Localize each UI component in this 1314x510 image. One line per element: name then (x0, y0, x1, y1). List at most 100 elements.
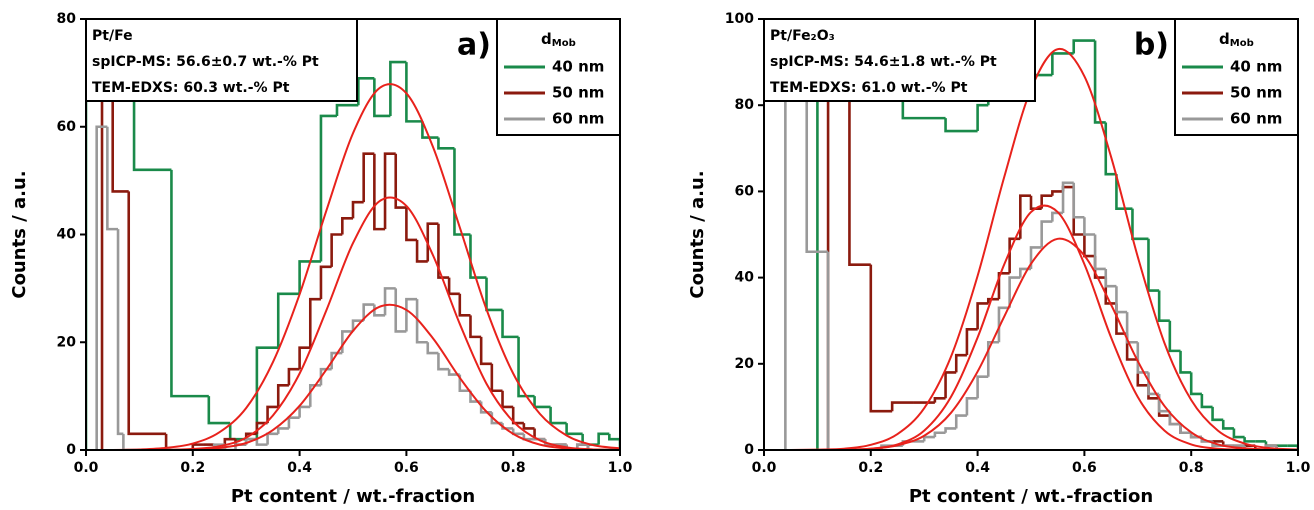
histogram-step (933, 431, 946, 438)
y-tick-label: 40 (735, 270, 755, 286)
histogram-step (453, 148, 471, 236)
histogram-step (276, 427, 289, 434)
histogram-step (276, 384, 289, 407)
histogram-step (922, 435, 935, 442)
x-axis-label: Pt content / wt.-fraction (909, 486, 1153, 507)
x-tick-label: 0.6 (394, 460, 419, 476)
histogram-step (1061, 185, 1074, 192)
histogram-step (976, 302, 989, 330)
histogram-step (944, 427, 957, 433)
histogram-step (1243, 445, 1256, 450)
histogram-step (373, 304, 386, 317)
legend-label: 40 nm (552, 58, 604, 76)
histogram-step (965, 328, 978, 356)
histogram-step (816, 19, 819, 450)
histogram-step (1179, 350, 1192, 374)
histogram-step (933, 396, 946, 403)
annotation-box (85, 18, 358, 102)
legend-box (496, 18, 621, 136)
histogram-step (1115, 286, 1128, 314)
histogram-step (511, 406, 524, 425)
histogram-step (826, 251, 871, 450)
legend-title-main: d (1219, 30, 1230, 48)
histogram-step (1093, 40, 1106, 124)
histogram-step (1083, 234, 1096, 258)
annotation-text: Pt/Fe₂O₃ (770, 28, 835, 44)
y-tick-label: 100 (725, 11, 754, 27)
histogram-step (469, 315, 482, 339)
histogram-step (287, 416, 300, 429)
y-axis-label: Counts / a.u. (687, 170, 708, 298)
histogram-step (1104, 277, 1117, 305)
histogram-step (997, 306, 1010, 343)
x-tick-label: 0.8 (501, 460, 526, 476)
histogram-step (965, 396, 978, 416)
histogram-step (1029, 195, 1042, 210)
annotation-text: spICP-MS: 56.6±0.7 wt.-% Pt (92, 54, 319, 70)
histogram-step (389, 60, 407, 116)
x-tick-label: 0.0 (752, 460, 777, 476)
histogram-step (298, 405, 311, 418)
histogram-step (255, 439, 268, 446)
histogram-step (565, 423, 583, 436)
annotation-text: TEM-EDXS: 60.3 wt.-% Pt (92, 80, 290, 96)
histogram-step (426, 342, 439, 355)
histogram-step (357, 76, 375, 106)
histogram-step (608, 433, 620, 450)
x-tick-label: 0.4 (287, 460, 312, 476)
histogram-step (501, 390, 514, 409)
histogram-step (490, 363, 503, 393)
histogram-step (1131, 208, 1149, 241)
histogram-step (405, 207, 418, 242)
histogram-step (890, 401, 914, 412)
histogram-step (373, 153, 386, 231)
x-tick-label: 0.6 (1072, 460, 1097, 476)
plot-area (86, 19, 620, 450)
histogram-step (1061, 181, 1074, 213)
legend-label: 60 nm (1230, 110, 1282, 128)
histogram-step (517, 336, 535, 398)
fit-curve (86, 83, 620, 450)
histogram-step (394, 153, 407, 209)
histogram-step (1136, 342, 1149, 374)
histogram-step (784, 19, 807, 450)
histogram-step (597, 432, 610, 445)
histogram-step (1232, 428, 1245, 439)
histogram-step (1211, 406, 1224, 422)
y-tick-label: 80 (735, 97, 755, 113)
legend-box (1174, 18, 1299, 136)
y-tick-label: 60 (735, 183, 755, 199)
histogram-step (533, 396, 551, 409)
histogram-step (437, 223, 450, 279)
histogram-step (1072, 39, 1096, 54)
histogram-step (1125, 333, 1138, 361)
panel-label: b) (1134, 28, 1169, 63)
histogram-step (298, 346, 311, 370)
histogram-step (106, 126, 119, 231)
x-tick-label: 0.4 (965, 460, 990, 476)
histogram-step (1072, 187, 1085, 236)
histogram-step (351, 200, 364, 219)
histogram-step (421, 121, 439, 139)
histogram-step (207, 396, 231, 425)
histogram-step (1051, 190, 1064, 196)
histogram-step (1275, 445, 1288, 450)
x-tick-label: 0.2 (858, 460, 883, 476)
histogram-step (1072, 182, 1085, 219)
histogram-step (415, 239, 428, 263)
histogram-step (1008, 276, 1021, 308)
histogram-step (1040, 220, 1053, 248)
histogram-step (501, 309, 519, 339)
histogram-step (266, 405, 279, 424)
histogram-step (1051, 52, 1074, 76)
histogram-step (276, 292, 300, 348)
histogram-step (405, 62, 423, 123)
histogram-step (1147, 238, 1160, 292)
histogram-step (228, 423, 257, 441)
histogram-step (426, 222, 439, 262)
histogram-step (383, 152, 396, 230)
legend-title: dMob (541, 30, 576, 50)
histogram-step (319, 265, 332, 300)
histogram-step (341, 217, 353, 235)
y-tick-label: 40 (57, 227, 77, 243)
